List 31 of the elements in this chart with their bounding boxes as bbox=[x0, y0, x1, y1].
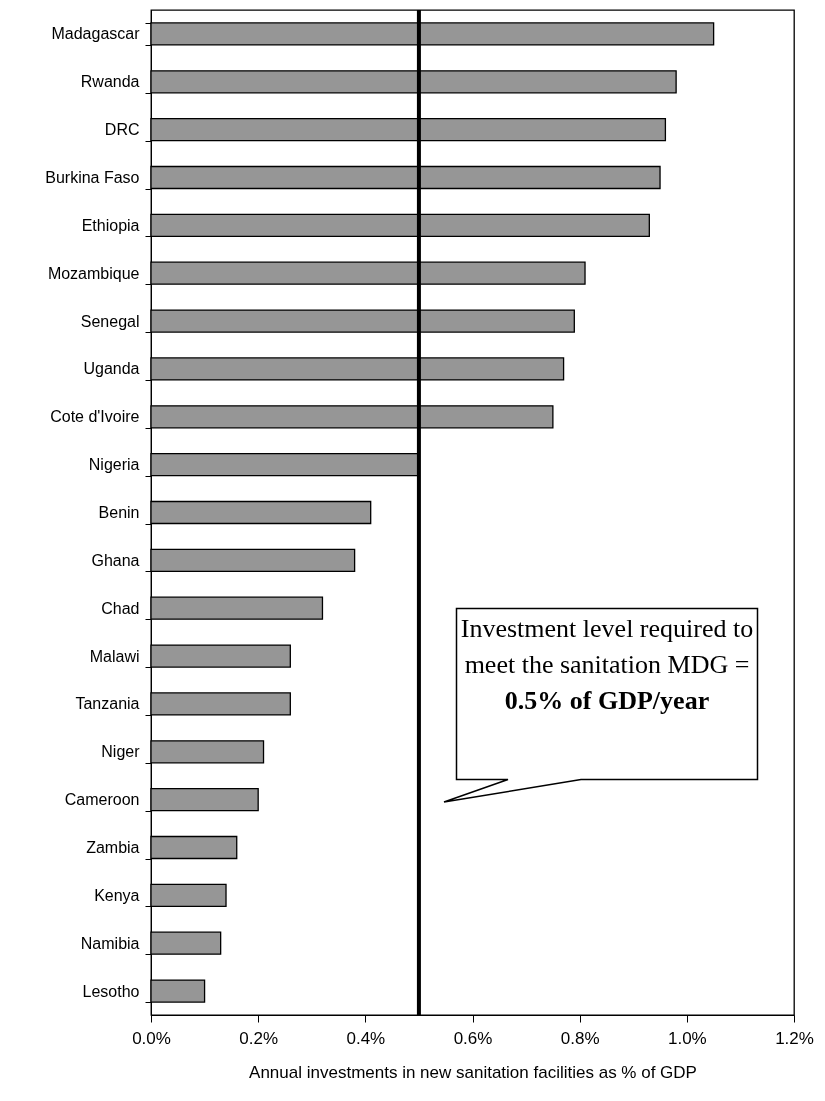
y-tick-label: Ethiopia bbox=[81, 216, 140, 234]
y-tick-label: Nigeria bbox=[88, 456, 140, 474]
x-axis-title: Annual investments in new sanitation facilities as % of GDP bbox=[249, 1062, 697, 1082]
y-tick-label: Madagascar bbox=[51, 25, 141, 43]
x-tick-label: 1.0% bbox=[667, 1028, 707, 1048]
x-tick-label: 0.2% bbox=[239, 1028, 279, 1048]
y-tick-label: Tanzania bbox=[75, 695, 140, 713]
annotation: Investment level required to meet the sanitation MDG = bbox=[459, 613, 755, 681]
y-tick-label: Rwanda bbox=[80, 73, 140, 91]
y-tick-label: Zambia bbox=[86, 839, 140, 856]
annotation: 0.5% of GDP/year bbox=[503, 685, 711, 717]
y-tick-label: Burkina Faso bbox=[45, 169, 140, 186]
y-tick-label: Lesotho bbox=[82, 982, 140, 1000]
y-tick-label: Ghana bbox=[91, 551, 140, 569]
y-tick-label: Malawi bbox=[89, 647, 140, 665]
y-tick-label: DRC bbox=[104, 121, 140, 139]
x-tick-label: 0.8% bbox=[560, 1028, 600, 1048]
y-tick-label: Senegal bbox=[80, 312, 140, 330]
x-tick-label: 1.2% bbox=[775, 1028, 814, 1048]
y-tick-label: Chad bbox=[101, 599, 140, 617]
y-tick-label: Niger bbox=[101, 743, 141, 761]
x-tick-label: 0.0% bbox=[132, 1028, 171, 1048]
y-tick-label: Cote d'Ivoire bbox=[50, 408, 140, 426]
y-tick-label: Kenya bbox=[94, 886, 140, 904]
x-tick-label: 0.4% bbox=[346, 1028, 386, 1048]
y-tick-label: Namibia bbox=[80, 934, 140, 952]
y-tick-label: Mozambique bbox=[47, 264, 140, 282]
y-tick-label: Uganda bbox=[83, 360, 140, 378]
y-tick-label: Cameroon bbox=[64, 791, 140, 809]
y-tick-label: Benin bbox=[98, 504, 140, 521]
x-tick-label: 0.6% bbox=[453, 1028, 493, 1048]
